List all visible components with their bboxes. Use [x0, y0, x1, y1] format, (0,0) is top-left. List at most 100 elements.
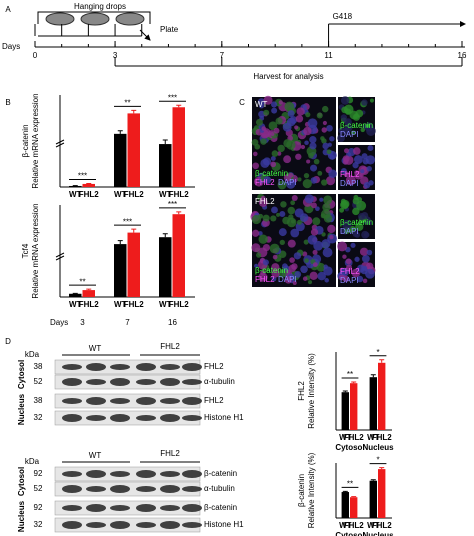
cell: [279, 211, 286, 218]
bar: [341, 492, 349, 518]
cell: [340, 199, 350, 209]
band: [62, 364, 82, 370]
cell: [276, 151, 282, 156]
cell: [329, 154, 335, 160]
label: 52: [34, 377, 43, 386]
error-bar: [379, 467, 385, 470]
cell: [287, 206, 296, 215]
cell: [367, 145, 374, 152]
cell: [308, 280, 313, 285]
cell: [312, 249, 318, 255]
cell: [352, 207, 360, 216]
cell: [319, 197, 324, 202]
cell: [363, 181, 371, 189]
cell: [361, 254, 370, 263]
cell: [260, 158, 270, 168]
genotype-label: WT: [255, 100, 268, 109]
label: FHL2: [160, 342, 180, 351]
cell: [339, 267, 349, 277]
cell: [326, 124, 333, 132]
stain-label: DAPI: [340, 130, 359, 139]
cell: [282, 263, 288, 269]
cell: [340, 96, 350, 105]
panel-label: A: [5, 5, 11, 14]
cell: [287, 110, 295, 118]
bar: [159, 144, 172, 187]
cell: [369, 98, 375, 103]
cell: [312, 217, 321, 226]
cell: [269, 243, 280, 254]
error-bar: [117, 130, 123, 134]
cell: [268, 121, 278, 131]
series-label: WT: [339, 433, 352, 442]
cell: [262, 214, 270, 222]
label: Cytosol: [17, 360, 26, 389]
bar: [378, 469, 386, 518]
cell: [277, 144, 285, 153]
bar: [127, 232, 140, 297]
day-label: 11: [324, 51, 333, 60]
stain-label: DAPI: [278, 275, 297, 284]
cell: [300, 265, 308, 274]
cell: [309, 142, 317, 150]
cell: [360, 169, 365, 174]
band: [160, 505, 180, 511]
cell: [276, 212, 281, 217]
cell: [328, 169, 337, 179]
band: [136, 397, 156, 405]
cell: [252, 162, 260, 170]
drops-bracket: [37, 11, 151, 24]
series-label: WT: [159, 300, 172, 309]
cell: [297, 177, 302, 182]
band: [110, 364, 130, 370]
cell: [260, 138, 267, 145]
series-label: WT: [159, 190, 172, 199]
cell: [355, 222, 364, 232]
y-axis-label: Relative mRNA expression: [31, 203, 40, 298]
cell: [302, 178, 312, 189]
label: Cytosol: [17, 467, 26, 496]
stain-label: FHL2: [255, 275, 275, 284]
label: α-tubulin: [204, 484, 235, 493]
error-bar: [342, 490, 348, 493]
category-label: Cytosol: [335, 531, 364, 536]
cell: [300, 144, 306, 150]
cell: [365, 268, 375, 279]
series-label: FHL2: [169, 190, 190, 199]
cell: [322, 203, 331, 212]
day-label: 7: [125, 318, 130, 327]
cell: [303, 239, 309, 245]
drop: [80, 12, 110, 26]
series-label: FHL2: [372, 521, 393, 530]
cell: [327, 224, 336, 234]
bar: [369, 480, 377, 518]
cell: [323, 195, 333, 205]
cell: [258, 213, 264, 219]
cell: [340, 168, 347, 174]
cell: [362, 278, 368, 284]
cell: [310, 228, 319, 236]
band: [86, 522, 106, 528]
error-bar: [162, 233, 168, 238]
cell: [352, 230, 359, 237]
band: [86, 415, 106, 421]
cell: [299, 213, 309, 222]
panel-label: B: [5, 98, 10, 107]
cell: [278, 228, 287, 237]
bar: [69, 293, 82, 297]
bar: [369, 377, 377, 430]
error-bar: [351, 496, 357, 498]
band: [182, 363, 202, 371]
cell: [271, 107, 278, 114]
cell: [279, 239, 285, 246]
cell: [327, 142, 332, 147]
cell: [270, 131, 275, 137]
band: [62, 521, 82, 529]
cell: [337, 241, 348, 252]
cell: [258, 234, 268, 244]
cell: [353, 155, 363, 164]
series-label: FHL2: [372, 433, 393, 442]
cell: [284, 101, 295, 112]
cell: [287, 239, 296, 248]
cell: [317, 170, 323, 176]
